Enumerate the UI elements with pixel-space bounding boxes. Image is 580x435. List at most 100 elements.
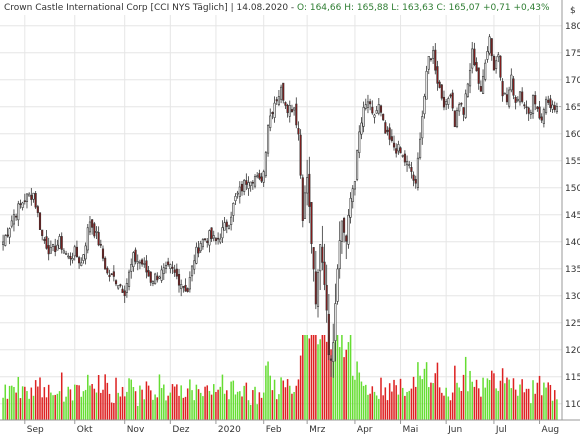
volume-bar: [365, 384, 367, 420]
candle-body: [432, 50, 435, 59]
candle-body: [369, 101, 372, 105]
candle-body: [501, 81, 504, 97]
candle-body: [141, 259, 144, 265]
candle-body: [208, 230, 211, 246]
volume-bar: [141, 389, 143, 420]
candle-body: [12, 214, 16, 225]
volume-bar: [256, 404, 258, 420]
candle-body: [492, 56, 495, 71]
candle-body: [447, 98, 450, 105]
volume-bar: [312, 335, 315, 420]
candle-body: [258, 173, 261, 179]
candle-body: [54, 245, 57, 253]
candle-body: [497, 54, 500, 58]
candle-body: [353, 181, 356, 190]
volume-bar: [530, 403, 532, 420]
candle-body: [173, 269, 176, 273]
volume-bar: [215, 391, 217, 420]
candle-body: [119, 284, 122, 286]
candle-body: [338, 240, 341, 269]
volume-bar: [493, 373, 495, 420]
candlestick-series: [2, 34, 562, 378]
time-axis: Sep Okt Nov Dez 2020 Feb Mrz Apr Mai Jun Jul Aug: [24, 420, 559, 435]
volume-bar: [191, 390, 193, 420]
candle-body: [51, 244, 55, 247]
candle-body: [473, 48, 476, 66]
volume-bar: [45, 397, 48, 420]
volume-bar: [412, 376, 415, 420]
volume-bar: [414, 386, 417, 420]
candle-body: [34, 193, 37, 208]
candle-body: [151, 281, 155, 284]
candle-body: [214, 238, 217, 242]
candle-body: [484, 62, 487, 80]
candle-body: [392, 142, 396, 148]
candle-body: [395, 148, 398, 154]
volume-bar: [347, 342, 350, 420]
candle-body: [147, 270, 150, 277]
candle-body: [82, 254, 85, 261]
candle-body: [336, 268, 339, 302]
candle-body: [15, 215, 18, 218]
volume-bar: [521, 379, 523, 420]
volume-bar: [341, 335, 343, 420]
candle-body: [234, 195, 237, 202]
volume-bar: [19, 398, 22, 420]
y-tick-label: 160,00: [565, 130, 580, 140]
volume-bar: [360, 381, 363, 420]
candle-body: [364, 104, 367, 109]
volume-bar: [252, 390, 254, 420]
volume-bar: [434, 373, 437, 420]
volume-bar: [34, 380, 37, 420]
volume-bar: [221, 374, 224, 420]
candle-body: [460, 102, 463, 105]
candle-body: [521, 91, 524, 102]
candle-body: [25, 193, 29, 202]
x-tick-label: Jul: [495, 425, 507, 435]
volume-bar: [504, 383, 506, 420]
volume-bar: [367, 394, 369, 420]
volume-bar: [302, 335, 304, 420]
candle-body: [403, 153, 406, 163]
currency-label: $: [570, 6, 576, 16]
volume-bar: [32, 395, 35, 420]
volume-bar: [139, 385, 141, 420]
x-tick-label: Nov: [127, 425, 145, 435]
volume-bar: [39, 377, 41, 420]
candle-body: [269, 115, 272, 128]
candle-body: [112, 271, 115, 277]
candle-body: [182, 286, 185, 288]
volume-bar: [134, 391, 137, 420]
candle-body: [499, 55, 502, 78]
candle-body: [93, 223, 96, 237]
candle-body: [84, 245, 87, 260]
volume-bar: [343, 357, 345, 420]
volume-bar: [156, 397, 159, 420]
volume-bar: [432, 383, 434, 420]
volume-bar: [104, 374, 106, 420]
candle-body: [362, 107, 365, 127]
candle-body: [345, 235, 348, 242]
volume-bar: [260, 397, 263, 420]
candle-body: [240, 183, 244, 192]
volume-bar: [449, 400, 452, 420]
volume-bar: [197, 389, 200, 420]
candle-body: [436, 66, 439, 84]
volume-bar: [480, 396, 482, 420]
volume-bar: [354, 379, 356, 420]
volume-bar: [547, 382, 549, 420]
volume-bar: [163, 384, 165, 420]
x-tick-label: Dez: [172, 425, 189, 435]
y-tick-label: 180,00: [565, 22, 580, 32]
volume-bar: [275, 399, 278, 420]
candle-body: [397, 144, 400, 152]
volume-bar: [262, 392, 265, 420]
candle-body: [253, 176, 257, 187]
candle-body: [401, 155, 404, 157]
volume-bar: [89, 385, 91, 420]
candle-body: [531, 95, 535, 115]
volume-bar: [47, 384, 50, 420]
candle-body: [536, 106, 539, 109]
candle-body: [108, 274, 111, 278]
